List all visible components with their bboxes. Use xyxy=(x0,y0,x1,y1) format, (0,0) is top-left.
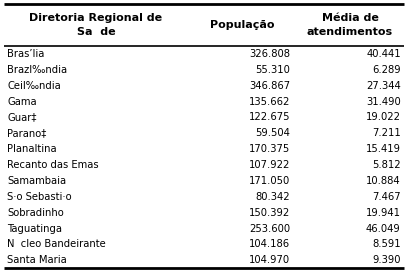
Text: Bras’lia: Bras’lia xyxy=(7,49,45,59)
Text: 6.289: 6.289 xyxy=(371,65,400,75)
Text: 15.419: 15.419 xyxy=(365,144,400,154)
Text: 104.186: 104.186 xyxy=(248,240,289,250)
Text: 171.050: 171.050 xyxy=(248,176,289,186)
Text: N  cleo Bandeirante: N cleo Bandeirante xyxy=(7,240,106,250)
Text: Taguatinga: Taguatinga xyxy=(7,224,62,234)
Text: 8.591: 8.591 xyxy=(371,240,400,250)
Text: 107.922: 107.922 xyxy=(248,160,289,170)
Text: 46.049: 46.049 xyxy=(365,224,400,234)
Text: Gama: Gama xyxy=(7,97,37,107)
Text: 326.808: 326.808 xyxy=(248,49,289,59)
Text: Diretoria Regional de
Sa  de: Diretoria Regional de Sa de xyxy=(30,14,162,37)
Text: 7.211: 7.211 xyxy=(371,128,400,138)
Text: 150.392: 150.392 xyxy=(248,208,289,218)
Text: 40.441: 40.441 xyxy=(365,49,400,59)
Text: 170.375: 170.375 xyxy=(248,144,289,154)
Text: Planaltina: Planaltina xyxy=(7,144,57,154)
Text: Santa Maria: Santa Maria xyxy=(7,255,67,265)
Text: População: População xyxy=(209,20,274,30)
Text: 27.344: 27.344 xyxy=(365,81,400,91)
Text: 104.970: 104.970 xyxy=(248,255,289,265)
Text: Parano‡: Parano‡ xyxy=(7,128,47,138)
Text: 80.342: 80.342 xyxy=(255,192,289,202)
Text: 55.310: 55.310 xyxy=(254,65,289,75)
Text: Brazl‰ndia: Brazl‰ndia xyxy=(7,65,67,75)
Text: S·o Sebasti·o: S·o Sebasti·o xyxy=(7,192,72,202)
Text: 19.941: 19.941 xyxy=(365,208,400,218)
Text: Média de
atendimentos: Média de atendimentos xyxy=(306,14,392,37)
Text: Samambaia: Samambaia xyxy=(7,176,66,186)
Text: 135.662: 135.662 xyxy=(248,97,289,107)
Text: Guar‡: Guar‡ xyxy=(7,112,37,122)
Text: 31.490: 31.490 xyxy=(365,97,400,107)
Text: 59.504: 59.504 xyxy=(254,128,289,138)
Text: Recanto das Emas: Recanto das Emas xyxy=(7,160,99,170)
Text: 346.867: 346.867 xyxy=(248,81,289,91)
Text: 9.390: 9.390 xyxy=(371,255,400,265)
Text: 253.600: 253.600 xyxy=(248,224,289,234)
Text: Ceil‰ndia: Ceil‰ndia xyxy=(7,81,61,91)
Text: 122.675: 122.675 xyxy=(248,112,289,122)
Text: 19.022: 19.022 xyxy=(365,112,400,122)
Text: 5.812: 5.812 xyxy=(371,160,400,170)
Text: 7.467: 7.467 xyxy=(371,192,400,202)
Text: Sobradinho: Sobradinho xyxy=(7,208,64,218)
Text: 10.884: 10.884 xyxy=(365,176,400,186)
